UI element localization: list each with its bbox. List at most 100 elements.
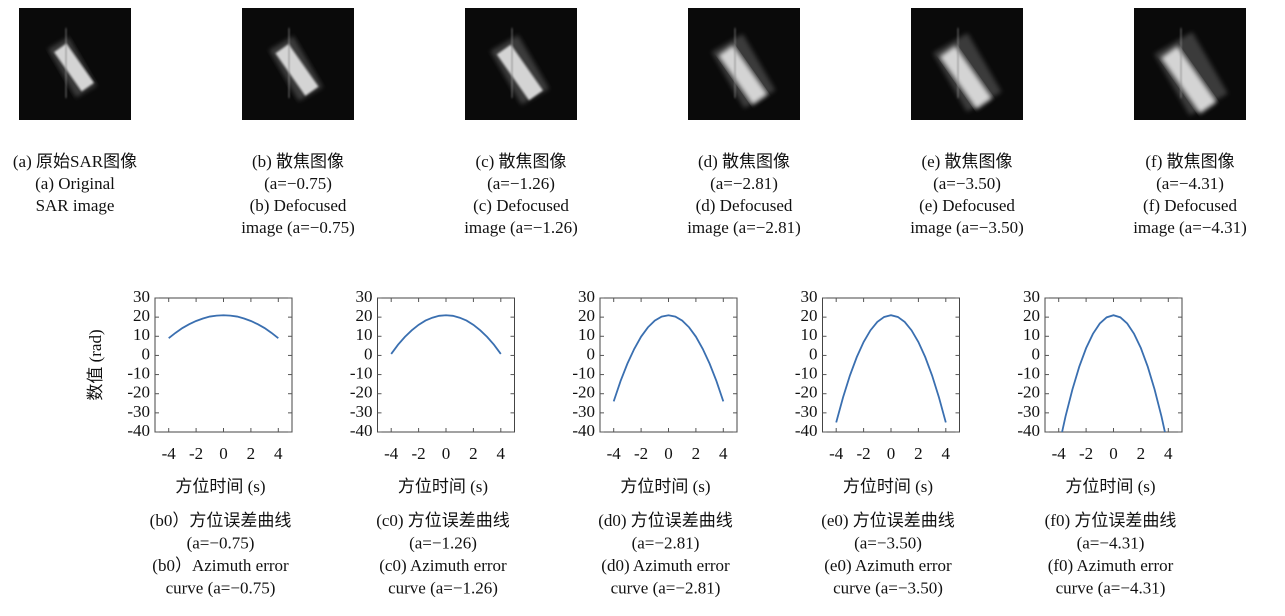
y-tick-label: 30 <box>801 287 818 306</box>
y-tick-label: 30 <box>133 287 150 306</box>
plot-frame <box>154 297 293 433</box>
image-caption: (b) Defocused <box>250 196 347 215</box>
target-glow <box>711 34 776 109</box>
target-glow <box>47 37 97 98</box>
image-caption: (d) 散焦图像 <box>698 152 790 171</box>
x-tick-label: 0 <box>442 444 451 463</box>
x-axis-label: 方位时间 (s) <box>1065 477 1155 496</box>
curve <box>612 314 725 402</box>
y-tick-label: 10 <box>801 325 818 344</box>
y-tick-label: 20 <box>801 306 818 325</box>
y-tick-label: -30 <box>127 402 150 421</box>
x-tick-label: -2 <box>1079 444 1093 463</box>
chart-caption: (b0）方位误差曲线 <box>150 511 292 530</box>
x-axis-label: 方位时间 (s) <box>398 477 488 496</box>
image-caption: (a=−3.50) <box>933 174 1001 193</box>
chart-caption: (a=−0.75) <box>187 533 255 552</box>
y-tick-label: -40 <box>795 421 818 440</box>
image-caption: (e) Defocused <box>919 196 1015 215</box>
x-tick-label: -4 <box>384 444 399 463</box>
image-caption: image (a=−1.26) <box>464 218 578 237</box>
chart-caption: (a=−2.81) <box>632 533 700 552</box>
x-tick-label: 0 <box>887 444 896 463</box>
x-tick-label: -4 <box>1052 444 1067 463</box>
image-caption: (d) Defocused <box>696 196 793 215</box>
image-caption: (f) 散焦图像 <box>1145 152 1234 171</box>
chart-caption: (a=−3.50) <box>854 533 922 552</box>
curve <box>835 314 947 423</box>
x-tick-label: 2 <box>469 444 478 463</box>
y-tick-label: 0 <box>1032 344 1041 363</box>
target-glow <box>269 36 323 102</box>
chart-caption: curve (a=−1.26) <box>388 578 498 597</box>
y-tick-label: -30 <box>572 402 595 421</box>
image-caption: (e) 散焦图像 <box>921 152 1012 171</box>
sar-image <box>19 8 131 120</box>
curve <box>168 314 279 339</box>
chart-caption: (d0) Azimuth error <box>601 556 730 575</box>
chart-caption: (a=−4.31) <box>1077 533 1145 552</box>
y-tick-label: 10 <box>578 325 595 344</box>
plot-frame <box>1044 297 1183 433</box>
x-tick-label: -4 <box>829 444 844 463</box>
x-tick-label: 4 <box>719 444 728 463</box>
image-caption: image (a=−3.50) <box>910 218 1024 237</box>
x-tick-label: 2 <box>914 444 923 463</box>
y-tick-label: 0 <box>809 344 818 363</box>
x-tick-label: -2 <box>634 444 648 463</box>
y-tick-label: -10 <box>795 363 818 382</box>
chart-caption: (c0) 方位误差曲线 <box>376 511 510 530</box>
chart-caption: (d0) 方位误差曲线 <box>598 511 733 530</box>
x-tick-label: 0 <box>664 444 673 463</box>
curve <box>390 314 502 355</box>
y-tick-label: 10 <box>356 325 373 344</box>
chart-caption: (b0）Azimuth error <box>152 556 289 575</box>
chart-caption: (e0) 方位误差曲线 <box>821 511 955 530</box>
y-tick-label: -40 <box>572 421 595 440</box>
target-glow <box>490 35 550 105</box>
y-tick-label: 10 <box>133 325 150 344</box>
y-tick-label: 0 <box>364 344 373 363</box>
x-tick-label: -2 <box>857 444 871 463</box>
x-tick-label: 0 <box>219 444 228 463</box>
y-tick-label: -40 <box>1017 421 1040 440</box>
x-tick-label: 2 <box>247 444 256 463</box>
y-tick-label: -30 <box>795 402 818 421</box>
x-tick-label: 2 <box>692 444 701 463</box>
y-tick-label: -20 <box>350 383 373 402</box>
plot-frame <box>599 297 738 433</box>
y-tick-label: -20 <box>127 383 150 402</box>
sar-image <box>688 8 800 120</box>
image-caption: (a) Original <box>35 174 115 193</box>
y-tick-label: -10 <box>127 363 150 382</box>
image-caption: (a=−1.26) <box>487 174 555 193</box>
chart-caption: curve (a=−4.31) <box>1056 578 1166 597</box>
target-glow <box>1154 32 1228 116</box>
y-tick-label: -10 <box>1017 363 1040 382</box>
image-caption: image (a=−4.31) <box>1133 218 1247 237</box>
image-caption: (a) 原始SAR图像 <box>13 152 137 171</box>
x-tick-label: 0 <box>1109 444 1118 463</box>
y-tick-label: -10 <box>572 363 595 382</box>
image-caption: (c) Defocused <box>473 196 569 215</box>
x-tick-label: -2 <box>189 444 203 463</box>
x-tick-label: 4 <box>274 444 283 463</box>
plot-frame <box>377 297 515 433</box>
image-caption: (a=−4.31) <box>1156 174 1224 193</box>
x-tick-label: 2 <box>1137 444 1146 463</box>
chart-caption: curve (a=−3.50) <box>833 578 943 597</box>
x-tick-label: -4 <box>607 444 622 463</box>
chart-caption: curve (a=−2.81) <box>611 578 721 597</box>
y-axis-label: 数值 (rad) <box>86 329 105 400</box>
y-tick-label: 30 <box>578 287 595 306</box>
chart-caption: (f0) Azimuth error <box>1048 556 1174 575</box>
x-axis-label: 方位时间 (s) <box>175 477 265 496</box>
x-axis-label: 方位时间 (s) <box>843 477 933 496</box>
y-tick-label: 20 <box>356 306 373 325</box>
